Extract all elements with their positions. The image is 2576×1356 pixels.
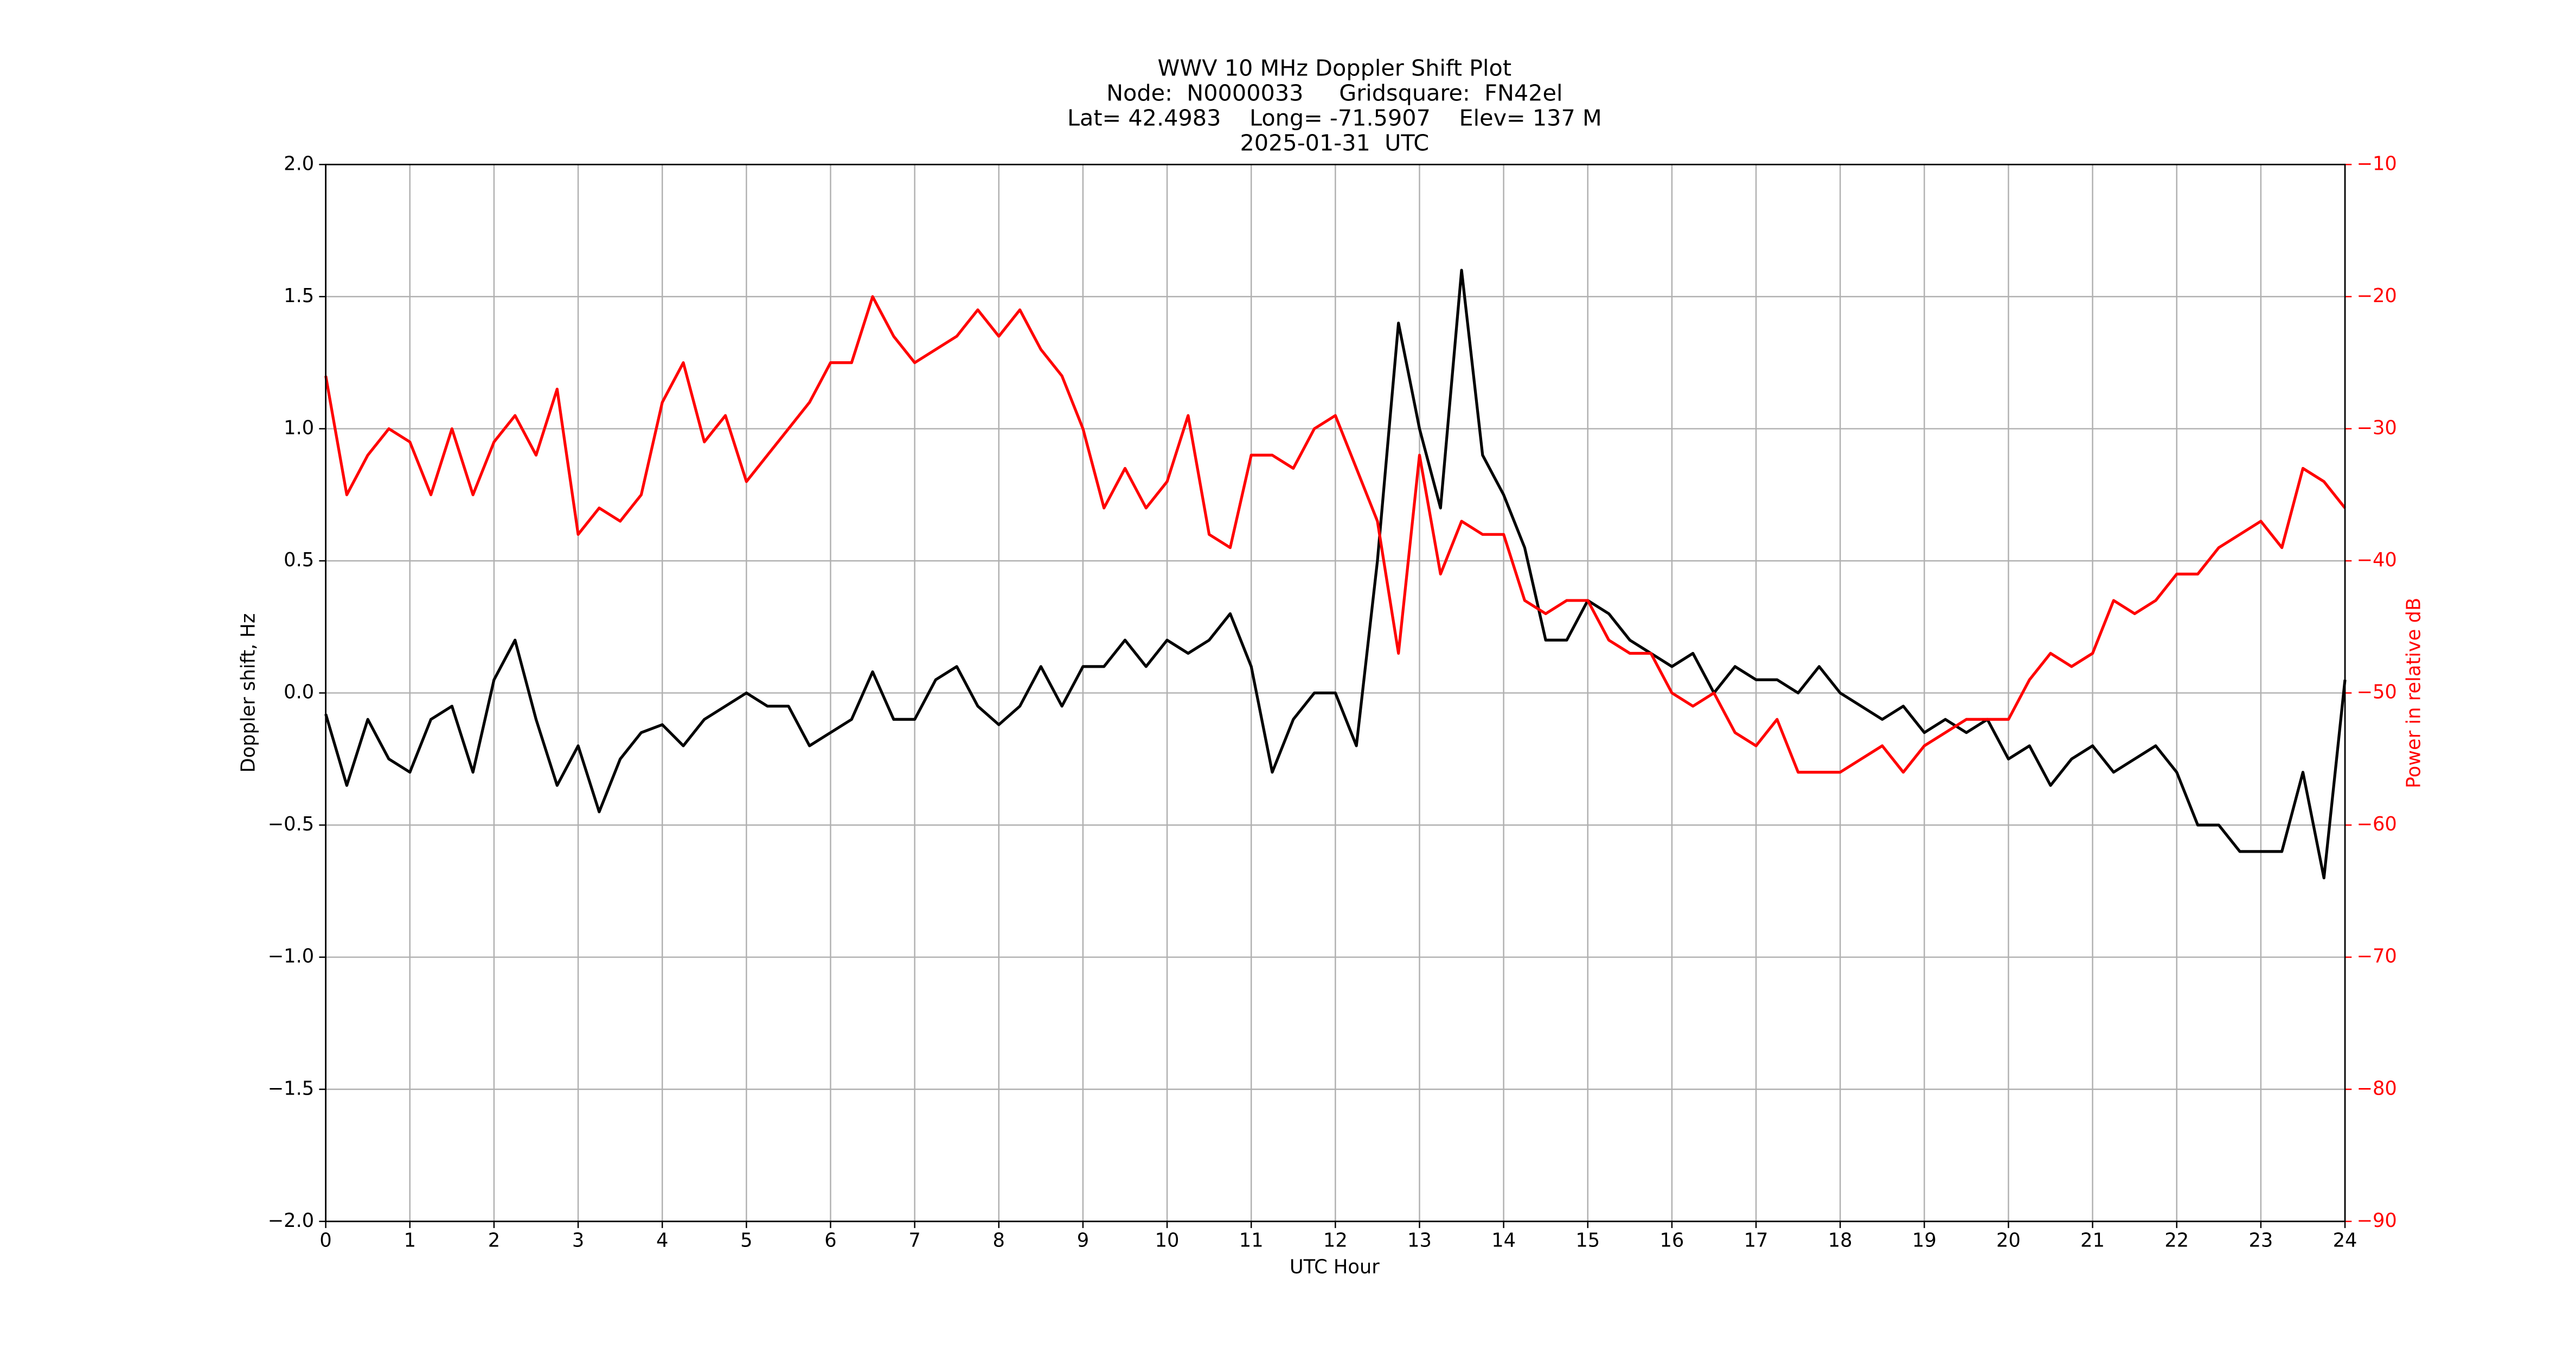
- y-tick-label: −2.0: [268, 1210, 315, 1232]
- chart-subtitle: Lat= 42.4983 Long= -71.5907 Elev= 137 M: [1067, 105, 1602, 131]
- y-tick-label: 0.0: [284, 681, 314, 703]
- y-tick-label: −1.5: [268, 1077, 315, 1099]
- x-tick-label: 8: [993, 1230, 1005, 1252]
- x-tick-label: 7: [908, 1230, 920, 1252]
- x-tick-label: 20: [1996, 1230, 2021, 1252]
- x-tick-label: 21: [2080, 1230, 2105, 1252]
- y2-tick-label: −60: [2356, 813, 2396, 835]
- chart-title: WWV 10 MHz Doppler Shift Plot: [1158, 55, 1512, 81]
- chart-subtitle: 2025-01-31 UTC: [1240, 130, 1429, 156]
- x-tick-label: 0: [319, 1230, 331, 1252]
- x-tick-label: 11: [1239, 1230, 1264, 1252]
- x-tick-label: 4: [656, 1230, 668, 1252]
- y-tick-label: 1.5: [284, 285, 314, 307]
- y2-tick-label: −40: [2356, 549, 2396, 571]
- x-tick-label: 12: [1323, 1230, 1348, 1252]
- x-tick-label: 1: [404, 1230, 416, 1252]
- y2-tick-label: −50: [2356, 681, 2396, 703]
- y2-tick-label: −70: [2356, 945, 2396, 968]
- x-tick-label: 2: [488, 1230, 500, 1252]
- y-tick-label: −0.5: [268, 813, 315, 835]
- x-tick-label: 23: [2248, 1230, 2273, 1252]
- x-tick-label: 13: [1407, 1230, 1432, 1252]
- y-tick-label: −1.0: [268, 945, 315, 968]
- x-tick-label: 9: [1077, 1230, 1089, 1252]
- y2-tick-label: −80: [2356, 1077, 2396, 1099]
- y-tick-label: 1.0: [284, 417, 314, 439]
- y2-tick-label: −30: [2356, 417, 2396, 439]
- x-tick-label: 15: [1575, 1230, 1600, 1252]
- y2-tick-label: −20: [2356, 285, 2396, 307]
- y-tick-label: 2.0: [284, 152, 314, 175]
- chart-subtitle: Node: N0000033 Gridsquare: FN42el: [1106, 80, 1562, 106]
- x-tick-label: 10: [1155, 1230, 1180, 1252]
- series-line: [324, 295, 2347, 774]
- x-tick-label: 3: [572, 1230, 584, 1252]
- y-axis-label: Doppler shift, Hz: [238, 613, 260, 773]
- plot-frame: [325, 163, 2346, 1223]
- y-tick-label: 0.5: [284, 549, 314, 571]
- x-tick-label: 24: [2333, 1230, 2357, 1252]
- x-tick-label: 17: [1744, 1230, 1768, 1252]
- y2-tick-label: −10: [2356, 152, 2396, 175]
- x-tick-label: 18: [1828, 1230, 1853, 1252]
- x-tick-label: 16: [1659, 1230, 1684, 1252]
- x-tick-label: 6: [824, 1230, 836, 1252]
- x-tick-label: 14: [1491, 1230, 1516, 1252]
- x-axis-label: UTC Hour: [1290, 1256, 1380, 1278]
- x-tick-label: 19: [1912, 1230, 1937, 1252]
- x-tick-label: 5: [740, 1230, 752, 1252]
- y2-tick-label: −90: [2356, 1210, 2396, 1232]
- y2-axis-label: Power in relative dB: [2403, 598, 2425, 789]
- series-line: [324, 268, 2347, 880]
- x-tick-label: 22: [2164, 1230, 2189, 1252]
